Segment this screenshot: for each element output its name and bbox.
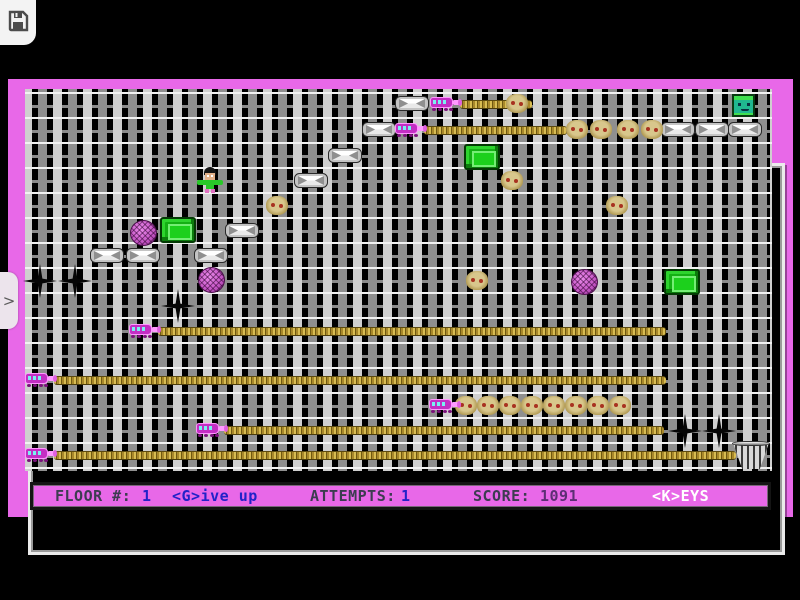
metal-plate-sprite (661, 122, 695, 137)
green-gem-sprite (464, 144, 500, 170)
floppy-disk-icon (7, 10, 29, 36)
girder-grid-background (25, 89, 772, 471)
rope-tram-sprite (430, 96, 462, 112)
metal-plate-sprite (328, 148, 362, 163)
rope-tram-sprite (25, 372, 57, 388)
floor-value: 1 (142, 487, 152, 505)
floor-label: FLOOR #: (55, 487, 132, 505)
caltrop-sprite (58, 264, 92, 298)
spider-sprite (474, 396, 502, 415)
spider-sprite (614, 120, 642, 139)
rope-tram-sprite (25, 447, 57, 463)
spider-sprite (463, 271, 491, 290)
magenta-ball-sprite (130, 220, 157, 246)
metal-plate-sprite (294, 173, 328, 188)
save-button[interactable] (0, 0, 36, 45)
spider-sprite (503, 94, 531, 113)
rope-tram-sprite (129, 323, 161, 339)
rope-tram-sprite (395, 122, 427, 138)
metal-plate-sprite (126, 248, 160, 263)
rope (224, 426, 664, 435)
attempts-label: ATTEMPTS: (310, 487, 396, 505)
spider-sprite (498, 171, 526, 190)
exit-face-sprite (732, 94, 755, 117)
side-panel-toggle[interactable]: > (0, 272, 18, 329)
metal-plate-sprite (225, 223, 259, 238)
metal-plate-sprite (194, 248, 228, 263)
rope (424, 126, 567, 135)
metal-plate-sprite (395, 96, 429, 111)
rope (460, 100, 532, 109)
status-bar (30, 482, 771, 510)
score-label: SCORE: (473, 487, 531, 505)
score-value: 1091 (540, 487, 579, 505)
rope-tram-sprite (196, 422, 228, 438)
spider-sprite (638, 120, 666, 139)
spider-sprite (587, 120, 615, 139)
spider-sprite (563, 120, 591, 139)
chevron-right-icon: > (2, 291, 16, 310)
spider-sprite (263, 196, 291, 215)
keys-hint: <K>EYS (652, 487, 710, 505)
spider-sprite (606, 396, 634, 415)
green-gem-sprite (664, 269, 700, 295)
caltrop-sprite (23, 264, 57, 298)
metal-plate-sprite (695, 122, 729, 137)
spider-sprite (518, 396, 546, 415)
caltrop-sprite (161, 289, 195, 323)
metal-plate-sprite (728, 122, 762, 137)
attempts-value: 1 (401, 487, 411, 505)
magenta-ball-sprite (571, 269, 598, 295)
spider-sprite (562, 396, 590, 415)
bucket-sprite (731, 441, 771, 469)
spider-sprite (584, 396, 612, 415)
spider-sprite (540, 396, 568, 415)
rope (54, 451, 736, 460)
player-sprite (197, 167, 223, 194)
spider-sprite (496, 396, 524, 415)
spider-sprite (603, 196, 631, 215)
caltrop-sprite (668, 414, 702, 448)
magenta-ball-sprite (198, 267, 225, 293)
rope (158, 327, 666, 336)
metal-plate-sprite (362, 122, 396, 137)
rope-tram-sprite (429, 398, 461, 414)
give-up-hint: <G>ive up (172, 487, 258, 505)
rope (54, 376, 666, 385)
green-gem-sprite (160, 217, 196, 243)
metal-plate-sprite (90, 248, 124, 263)
